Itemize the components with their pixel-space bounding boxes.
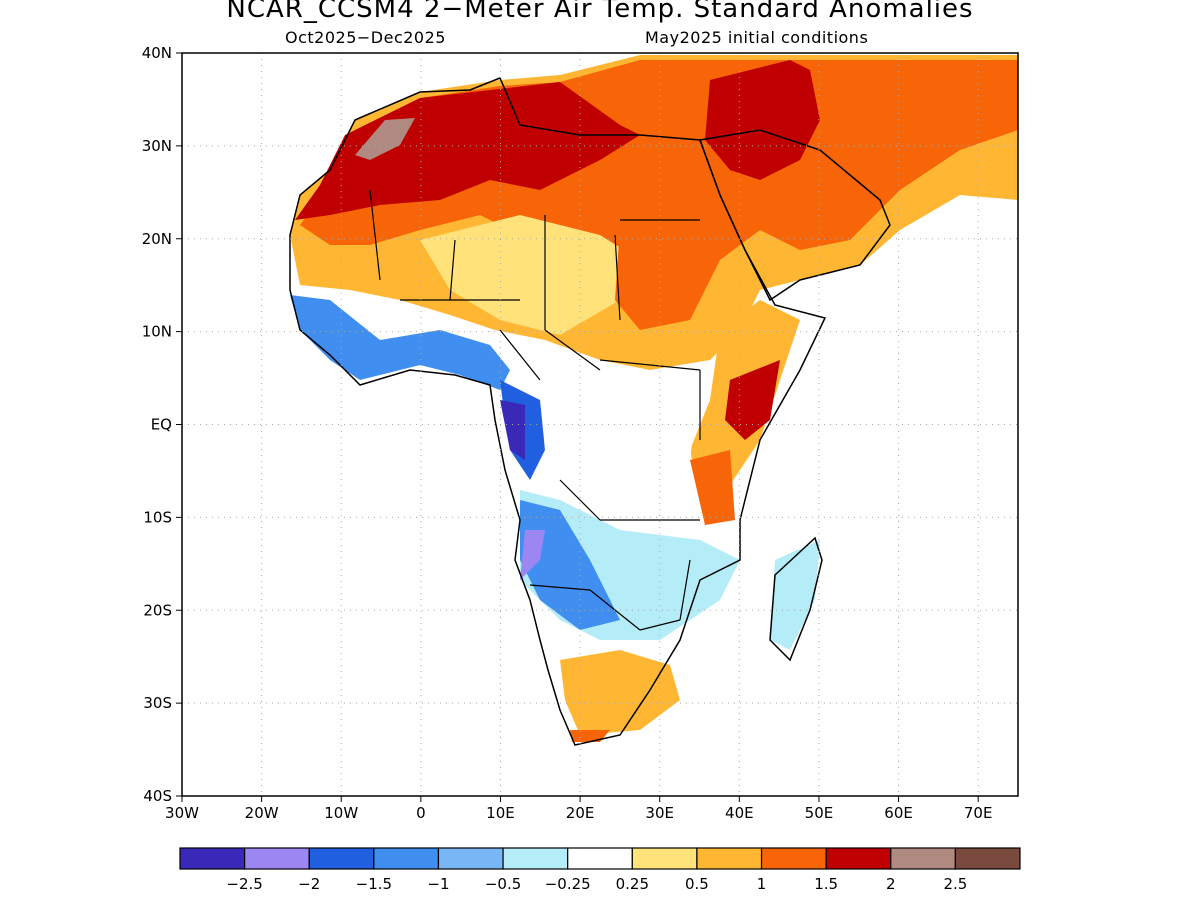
colorbar-label: 1 <box>757 875 767 893</box>
colorbar-swatch <box>954 847 1021 870</box>
red-region-mideast <box>705 60 820 180</box>
colorbar-label: −1.5 <box>356 875 392 893</box>
colorbar-label: −0.25 <box>545 875 591 893</box>
initial-conditions: May2025 initial conditions <box>645 28 869 47</box>
lat-tick-label: 40S <box>143 787 172 805</box>
warm-region-south-africa <box>560 650 680 735</box>
orange-region-sudan <box>615 220 720 330</box>
colorbar-label: 2 <box>886 875 896 893</box>
arabia-outline <box>698 129 891 302</box>
lat-tick-label: 10N <box>142 323 172 341</box>
lat-tick-label: 40N <box>142 44 172 62</box>
colorbar-swatch <box>373 847 440 870</box>
colorbar-swatch <box>179 847 246 870</box>
colorbar-label: −0.5 <box>485 875 521 893</box>
colorbar-label: 0.5 <box>685 875 709 893</box>
lon-tick-label: 0 <box>416 804 426 822</box>
colorbar-swatch <box>502 847 569 870</box>
colorbar-label: 0.25 <box>616 875 649 893</box>
red-region-sahara <box>295 82 640 220</box>
colorbar-swatch <box>567 847 633 870</box>
anomaly-fill <box>290 55 1018 742</box>
colorbar-label: 1.5 <box>814 875 838 893</box>
colorbar-label: 2.5 <box>943 875 967 893</box>
colorbar-swatch <box>760 847 827 870</box>
lat-tick-label: EQ <box>151 416 172 434</box>
lon-tick-label: 30W <box>165 804 199 822</box>
lat-tick-label: 20N <box>142 230 172 248</box>
lon-tick-label: 20E <box>566 804 595 822</box>
orange-region-tanzania <box>690 450 735 525</box>
lon-tick-label: 10W <box>324 804 358 822</box>
lon-tick-label: 70E <box>964 804 993 822</box>
colorbar-swatch <box>437 847 504 870</box>
colorbar-label: −1 <box>427 875 449 893</box>
colorbar-swatch <box>244 847 310 870</box>
colorbar-swatch <box>308 847 375 870</box>
lat-tick-label: 20S <box>143 601 172 619</box>
brown-region-atlas <box>355 118 415 160</box>
map-title: NCAR_CCSM4 2−Meter Air Temp. Standard An… <box>226 0 974 24</box>
colorbar-swatch <box>696 847 763 870</box>
blue-region-angola <box>520 500 620 630</box>
colorbar-swatch <box>631 847 698 870</box>
red-region-kenya <box>725 360 780 440</box>
colorbar-swatch <box>825 847 892 870</box>
country-borders <box>369 189 701 631</box>
lat-tick-label: 10S <box>143 508 172 526</box>
lon-tick-label: 40E <box>725 804 754 822</box>
africa-coastline <box>289 77 827 746</box>
purple-region-angola-coast <box>520 530 545 580</box>
map-grid <box>182 53 1018 796</box>
lat-tick-label: 30N <box>142 137 172 155</box>
lon-tick-label: 60E <box>884 804 913 822</box>
lon-tick-label: 30E <box>645 804 674 822</box>
lon-tick-label: 10E <box>486 804 515 822</box>
colorbar-label: −2 <box>298 875 320 893</box>
colorbar-labels: −2.5 −2 −1.5 −1 −0.5 −0.25 0.25 0.5 1 1.5 2 2.5 <box>226 875 967 893</box>
colorbar-boxes <box>179 847 1021 870</box>
colorbar-label: −2.5 <box>226 875 262 893</box>
lon-tick-label: 20W <box>245 804 279 822</box>
yellow-region-sahel <box>420 215 640 335</box>
madagascar-outline <box>769 536 823 662</box>
longitude-ticks: 30W 20W 10W 0 10E 20E 30E 40E 50E 60E 70E <box>165 796 992 822</box>
latitude-ticks: 40N 30N 20N 10N EQ 10S 20S 30S 40S <box>142 44 182 805</box>
forecast-period: Oct2025−Dec2025 <box>285 28 446 47</box>
lat-tick-label: 30S <box>143 694 172 712</box>
lon-tick-label: 50E <box>805 804 834 822</box>
purple-region-gabon <box>500 400 525 460</box>
colorbar-swatch <box>890 847 956 870</box>
cool-region-guinea <box>290 295 510 390</box>
